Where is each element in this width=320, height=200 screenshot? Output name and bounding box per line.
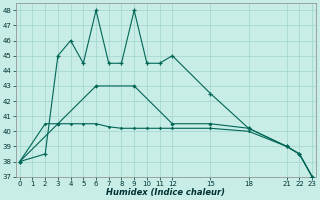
X-axis label: Humidex (Indice chaleur): Humidex (Indice chaleur) <box>107 188 226 197</box>
